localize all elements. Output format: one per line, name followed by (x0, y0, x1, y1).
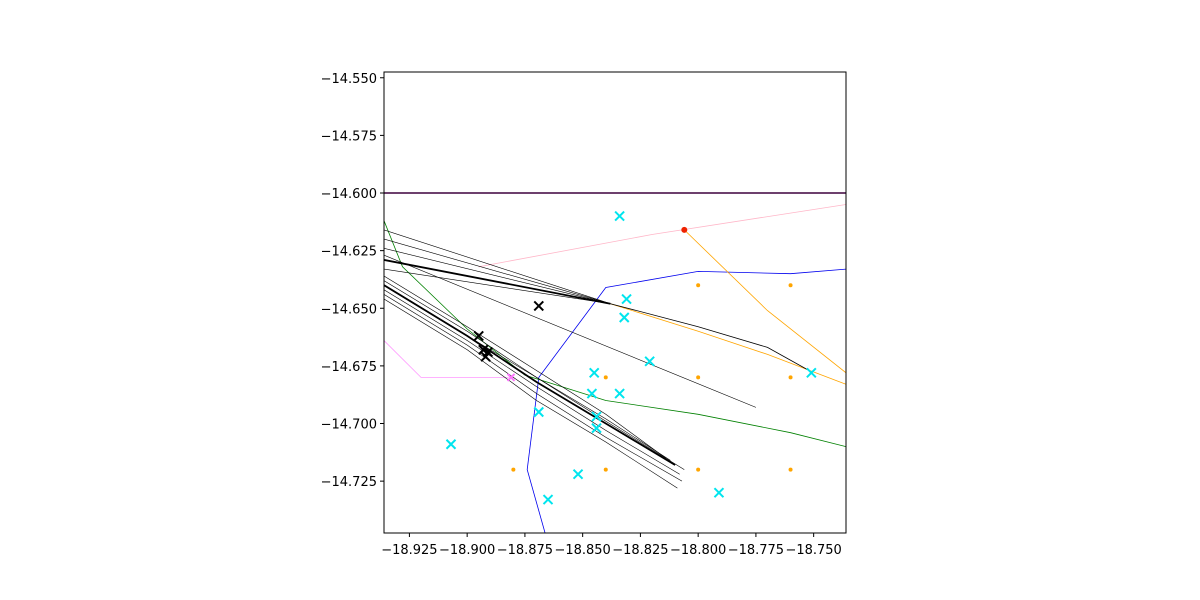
y-tick-label-1: −14.575 (321, 129, 377, 144)
marker-0-13 (713, 487, 725, 498)
series-line-12 (384, 268, 611, 304)
marker-0-1 (621, 293, 632, 305)
marker-0-14 (806, 367, 817, 379)
series-line-18 (384, 275, 666, 459)
series-line-5 (684, 229, 846, 374)
marker-3-6 (603, 467, 608, 472)
marker-0-9 (591, 422, 602, 434)
x-tick-label-1: −18.900 (439, 543, 495, 558)
series-line-9 (384, 229, 611, 304)
y-tick-label-5: −14.675 (321, 360, 377, 375)
y-axis: −14.550 −14.575 −14.600 −14.625 −14.650 −14.6… (321, 72, 384, 490)
marker-3-0 (696, 283, 701, 288)
marker-0-4 (589, 367, 600, 379)
series-line-16 (384, 289, 680, 475)
x-tick-label-6: −18.775 (728, 543, 784, 558)
marker-3-4 (788, 375, 793, 380)
marker-0-0 (614, 210, 625, 222)
x-tick-label-3: −18.850 (554, 543, 610, 558)
series-line-10 (384, 238, 611, 304)
series-line-2 (384, 340, 509, 378)
y-tick-label-2: −14.600 (321, 187, 377, 202)
marker-0-5 (586, 388, 598, 399)
x-tick-label-4: −18.825 (612, 543, 668, 558)
series-line-8 (610, 303, 810, 371)
series-line-19 (384, 294, 683, 482)
marker-0-12 (542, 494, 554, 505)
marker-0-11 (572, 469, 584, 480)
marker-3-1 (788, 283, 793, 288)
x-tick-label-2: −18.875 (497, 543, 553, 558)
marker-3-2 (603, 375, 608, 380)
marker-0-2 (619, 312, 630, 323)
series-line-11 (384, 248, 611, 304)
marker-3-3 (696, 375, 701, 380)
y-tick-label-7: −14.725 (321, 475, 377, 490)
series-line-4 (384, 220, 846, 447)
marker-1-3 (482, 346, 494, 358)
x-tick-label-5: −18.800 (670, 543, 726, 558)
plot-frame (383, 71, 847, 534)
y-tick-label-0: −14.550 (321, 72, 377, 87)
series-line-3 (526, 268, 846, 533)
series-layer (384, 192, 846, 533)
marker-0-7 (533, 406, 544, 418)
y-tick-label-6: −14.700 (321, 418, 377, 433)
y-tick-label-4: −14.650 (321, 302, 377, 317)
marker-4-0 (681, 226, 688, 233)
series-line-20 (384, 284, 685, 470)
marker-3-5 (511, 467, 516, 472)
x-tick-label-7: −18.750 (785, 543, 841, 558)
marker-1-0 (473, 330, 484, 342)
series-line-7 (384, 259, 611, 305)
x-tick-label-0: −18.925 (381, 543, 437, 558)
series-line-13 (384, 254, 757, 408)
x-axis: −18.925 −18.900 −18.875 −18.850 −18.825 −18.8… (381, 533, 842, 558)
marker-2-0 (506, 373, 516, 382)
marker-1-4 (533, 300, 544, 312)
marker-3-8 (788, 467, 793, 472)
marker-0-6 (614, 388, 625, 399)
series-line-17 (384, 298, 678, 489)
marker-3-7 (696, 467, 701, 472)
scatter-layer (445, 210, 817, 505)
marker-0-10 (445, 439, 457, 450)
series-line-1 (478, 204, 846, 268)
y-tick-label-3: −14.625 (321, 245, 377, 260)
marker-0-3 (644, 356, 655, 367)
marker-0-8 (591, 411, 602, 422)
